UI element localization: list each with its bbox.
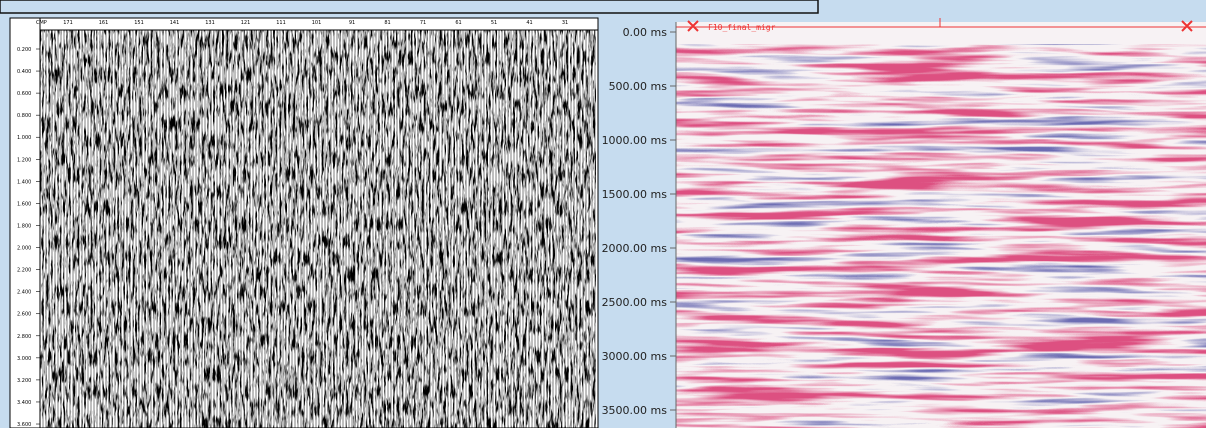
cmp-label: 121 xyxy=(241,20,251,26)
cmp-label: 151 xyxy=(134,20,144,26)
time-label: 1000.00 ms xyxy=(602,134,668,147)
cmp-label: 81 xyxy=(384,20,390,26)
cmp-label: 101 xyxy=(312,20,322,26)
time-label: 1.000 xyxy=(17,135,31,141)
time-label: 500.00 ms xyxy=(609,80,668,93)
cmp-header: CMP xyxy=(36,20,47,26)
cmp-label: 171 xyxy=(63,20,73,26)
time-label: 1.400 xyxy=(17,179,31,185)
time-label: 2.200 xyxy=(17,268,31,274)
cmp-label: 91 xyxy=(349,20,355,26)
top-frame xyxy=(0,0,819,14)
time-label: 0.400 xyxy=(17,69,31,75)
blue-texture xyxy=(676,44,1206,428)
time-label: 1.800 xyxy=(17,223,31,229)
time-label: 3.600 xyxy=(17,422,31,428)
cmp-label: 131 xyxy=(205,20,215,26)
cmp-label: 61 xyxy=(455,20,461,26)
right-seismic-panel: F10_final_migr 0.00 ms 500.00 ms 1000.00 m… xyxy=(602,18,1206,428)
time-label: 2.400 xyxy=(17,290,31,296)
trace-label: F10_final_migr xyxy=(708,23,776,32)
time-label: 2.800 xyxy=(17,334,31,340)
cmp-label: 111 xyxy=(276,20,286,26)
wiggle-texture xyxy=(40,30,596,428)
time-label: 1500.00 ms xyxy=(602,188,668,201)
time-label: 0.800 xyxy=(17,113,31,119)
time-label: 0.200 xyxy=(17,47,31,53)
cmp-label: 41 xyxy=(526,20,532,26)
left-seismic-panel: CMP 171 161 151 141 131 121 111 101 91 81 71 61 51 41… xyxy=(9,17,599,428)
time-label: 2000.00 ms xyxy=(602,242,668,255)
time-label: 2.000 xyxy=(17,246,31,252)
cmp-label: 71 xyxy=(420,20,426,26)
cmp-label: 51 xyxy=(491,20,497,26)
trace-markers xyxy=(687,20,1193,32)
time-label: 3.000 xyxy=(17,356,31,362)
time-label: 3.400 xyxy=(17,400,31,406)
time-label: 1.200 xyxy=(17,157,31,163)
time-label: 0.00 ms xyxy=(623,26,668,39)
time-label: 2500.00 ms xyxy=(602,296,668,309)
time-label: 0.600 xyxy=(17,91,31,97)
cmp-label: 141 xyxy=(170,20,180,26)
time-label: 2.600 xyxy=(17,312,31,318)
cmp-label: 31 xyxy=(562,20,568,26)
cmp-label: 161 xyxy=(99,20,109,26)
time-label: 3500.00 ms xyxy=(602,404,668,417)
time-label: 1.600 xyxy=(17,201,31,207)
time-label: 3000.00 ms xyxy=(602,350,668,363)
time-label: 3.200 xyxy=(17,378,31,384)
